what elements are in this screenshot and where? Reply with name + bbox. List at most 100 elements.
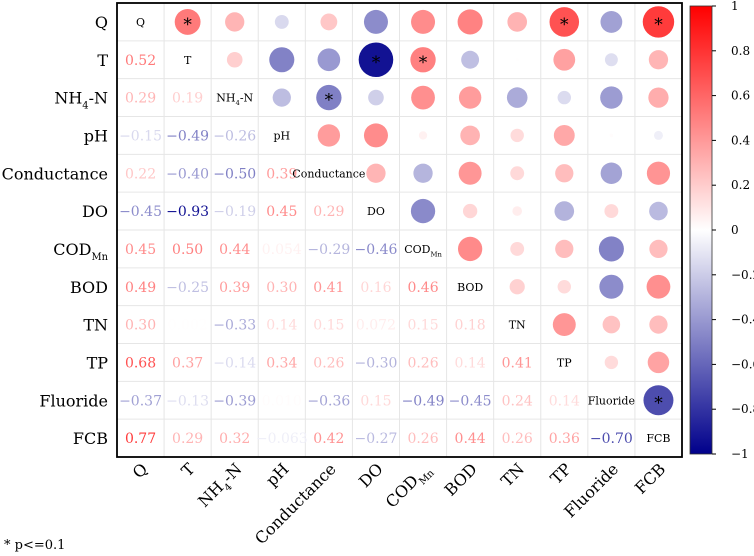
correlation-circle xyxy=(604,204,619,219)
diagonal-labels: Q T NH4-N pH Conductance DO CODMn BOD TN TP Fluori… xyxy=(136,16,671,445)
label-base: DO xyxy=(82,202,108,221)
correlation-circle xyxy=(316,84,342,111)
diagonal-label: TP xyxy=(557,356,572,369)
correlation-circle xyxy=(555,164,574,183)
significance-note: * p<=0.1 xyxy=(4,538,65,553)
matrix-cells: * * *0.52 * *0.29 0.19 *−0.15 −0.49 −0.260.22 −0.… xyxy=(119,6,675,447)
colorbar: 1 0.8 0.6 0.4 0.2 0 −0.2 −0.4 −0.6 −0.8 −1 xyxy=(689,0,754,461)
y-tick-label: T xyxy=(97,51,108,70)
correlation-circle xyxy=(549,7,580,37)
correlation-label: −0.45 xyxy=(449,393,492,409)
correlation-label: 0.45 xyxy=(266,204,297,220)
y-tick-label: Fluoride xyxy=(39,391,108,410)
colorbar-tick-label: −0.6 xyxy=(731,357,754,371)
label-tail: -N xyxy=(89,89,108,108)
label-base: NH xyxy=(54,89,82,108)
correlation-circle xyxy=(509,279,525,295)
correlation-label: 0.26 xyxy=(407,431,438,447)
label-base: T xyxy=(184,54,192,67)
correlation-circle xyxy=(553,124,575,146)
correlation-label: 0.44 xyxy=(219,242,250,258)
significance-star: * xyxy=(654,15,663,35)
correlation-circle xyxy=(510,166,525,181)
correlation-circle xyxy=(600,162,623,184)
correlation-label: 0.14 xyxy=(549,393,580,409)
label-base: TN xyxy=(509,319,526,332)
label-subscript: Mn xyxy=(430,250,442,258)
correlation-circle xyxy=(600,86,623,109)
significance-star: * xyxy=(654,393,663,413)
correlation-circle xyxy=(410,198,436,224)
correlation-label: −0.93 xyxy=(166,204,209,220)
correlation-label: 0.77 xyxy=(125,431,156,447)
colorbar-tick-label: −1 xyxy=(731,447,749,461)
correlation-circle xyxy=(604,355,619,370)
correlation-label: −0.39 xyxy=(213,393,256,409)
label-base: pH xyxy=(84,126,108,145)
label-base: Q xyxy=(95,13,108,32)
correlation-label: 0.072 xyxy=(356,318,396,334)
correlation-label: −0.13 xyxy=(166,393,209,409)
correlation-label: 0.45 xyxy=(125,242,156,258)
correlation-circle xyxy=(515,58,519,62)
x-tick-label: FCB xyxy=(631,459,669,497)
diagonal-label: FCB xyxy=(646,432,670,445)
correlation-circle xyxy=(418,131,428,140)
correlation-circle xyxy=(554,201,575,221)
correlation-circle xyxy=(649,201,668,221)
correlation-label: −0.49 xyxy=(166,128,209,144)
correlation-label: −0.36 xyxy=(307,393,350,409)
correlation-circle xyxy=(599,274,624,299)
correlation-circle xyxy=(317,124,341,147)
correlation-circle xyxy=(604,53,618,67)
correlation-circle xyxy=(366,163,386,183)
significance-star: * xyxy=(419,53,428,73)
correlation-circle xyxy=(648,50,669,70)
correlation-label: 0.39 xyxy=(266,166,297,182)
correlation-label: 0.18 xyxy=(455,318,486,334)
correlation-circle xyxy=(557,280,571,294)
label-base: FCB xyxy=(631,459,669,497)
diagonal-label: pH xyxy=(273,129,290,142)
correlation-label: 0.15 xyxy=(360,393,391,409)
x-tick-label: Conductance xyxy=(251,459,340,548)
label-base: T xyxy=(97,51,108,70)
correlation-circle xyxy=(274,14,289,29)
correlation-circle xyxy=(649,315,668,334)
y-tick-label: pH xyxy=(84,126,108,145)
correlation-circle xyxy=(600,11,623,33)
y-tick-label: BOD xyxy=(70,278,108,297)
correlation-label: 0.44 xyxy=(455,431,486,447)
label-base: Fluoride xyxy=(39,391,108,410)
correlation-circle xyxy=(553,48,576,71)
x-tick-label: TP xyxy=(547,459,576,488)
label-base: Fluoride xyxy=(588,394,635,407)
colorbar-tick-label: 0.8 xyxy=(731,44,750,58)
correlation-label: 0.010 xyxy=(262,393,302,409)
x-tick-label: CODMn xyxy=(382,459,437,514)
label-base: BOD xyxy=(457,281,483,294)
correlation-circle xyxy=(410,47,436,73)
correlation-label: 0.26 xyxy=(313,355,344,371)
correlation-circle xyxy=(653,130,663,140)
correlation-circle xyxy=(320,13,338,31)
correlation-circle xyxy=(458,86,482,109)
correlation-circle xyxy=(555,239,574,259)
correlation-label: 0.14 xyxy=(266,318,297,334)
colorbar-tick-label: −0.4 xyxy=(731,313,754,327)
label-base: NH xyxy=(216,92,235,105)
correlation-label: 0.34 xyxy=(266,355,297,371)
label-base: NH xyxy=(194,478,227,511)
x-tick-label: Q xyxy=(129,459,152,482)
correlation-circle xyxy=(457,9,483,35)
correlation-label: 0.15 xyxy=(313,318,344,334)
correlation-circle xyxy=(647,351,670,374)
correlation-circle xyxy=(506,87,528,108)
correlation-label: 0.46 xyxy=(407,280,438,296)
x-tick-label: DO xyxy=(355,459,387,491)
correlation-circle xyxy=(462,203,478,219)
label-base: Q xyxy=(129,459,152,482)
correlation-label: −0.063 xyxy=(256,431,308,447)
correlation-label: 0.19 xyxy=(172,91,203,107)
